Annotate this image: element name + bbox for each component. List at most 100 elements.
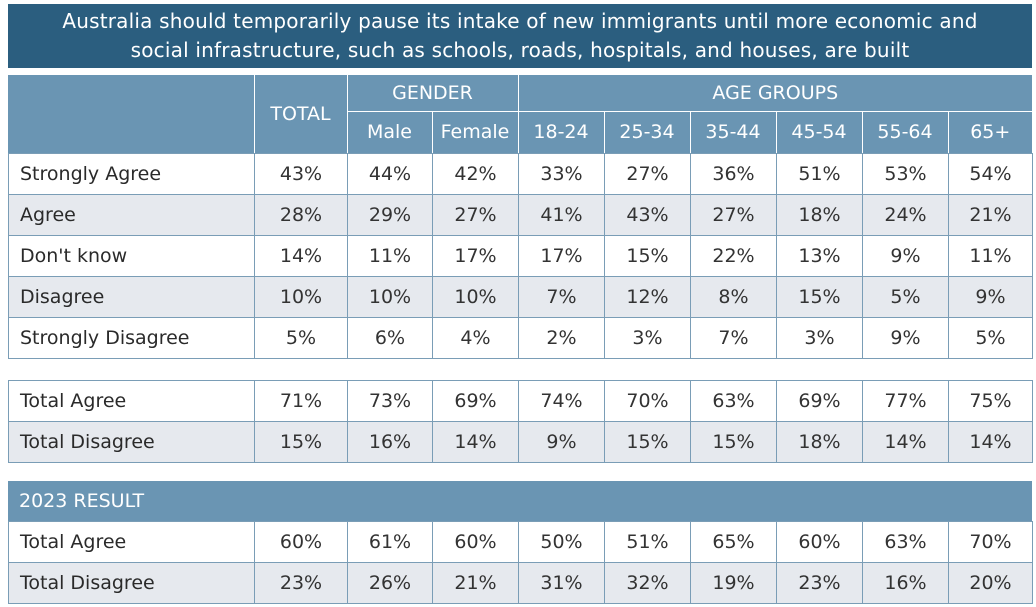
data-cell: 27% (690, 194, 777, 236)
row-label: Total Disagree (8, 421, 255, 463)
row-label: Total Agree (8, 521, 255, 563)
data-cell: 16% (347, 421, 433, 463)
header-gender: GENDER (347, 75, 519, 112)
data-cell: 3% (776, 317, 863, 359)
data-cell: 21% (948, 194, 1033, 236)
header-total: TOTAL (254, 75, 348, 153)
data-cell: 9% (948, 276, 1033, 318)
data-cell: 60% (776, 521, 863, 563)
data-cell: 10% (432, 276, 519, 318)
data-cell: 24% (862, 194, 949, 236)
data-cell: 77% (862, 380, 949, 422)
data-cell: 43% (254, 153, 348, 195)
data-cell: 18% (776, 421, 863, 463)
row-label: Total Agree (8, 380, 255, 422)
table-row: Total Disagree 23% 26% 21% 31% 32% 19% 23% 16% 20… (8, 562, 1033, 604)
data-cell: 8% (690, 276, 777, 318)
header-col: Female (432, 111, 519, 153)
row-label: Agree (8, 194, 255, 236)
row-label: Strongly Agree (8, 153, 255, 195)
data-cell: 32% (604, 562, 691, 604)
data-cell: 6% (347, 317, 433, 359)
data-cell: 10% (347, 276, 433, 318)
data-cell: 5% (948, 317, 1033, 359)
data-cell: 14% (862, 421, 949, 463)
row-label: Disagree (8, 276, 255, 318)
data-cell: 69% (776, 380, 863, 422)
data-cell: 11% (347, 235, 433, 277)
data-cell: 28% (254, 194, 348, 236)
data-cell: 27% (432, 194, 519, 236)
data-cell: 65% (690, 521, 777, 563)
header-blank (8, 75, 255, 153)
data-cell: 15% (604, 421, 691, 463)
data-cell: 36% (690, 153, 777, 195)
data-cell: 17% (432, 235, 519, 277)
data-cell: 17% (518, 235, 605, 277)
data-cell: 12% (604, 276, 691, 318)
data-cell: 71% (254, 380, 348, 422)
result-2023-table: Total Agree 60% 61% 60% 50% 51% 65% 60% 63% 70% To… (8, 521, 1033, 604)
data-cell: 23% (776, 562, 863, 604)
row-label: Don't know (8, 235, 255, 277)
header-age-groups: AGE GROUPS (518, 75, 1033, 112)
table-row: Agree 28% 29% 27% 41% 43% 27% 18% 24% 21% (8, 194, 1033, 236)
result-2023-header: 2023 RESULT (8, 481, 1032, 521)
data-cell: 73% (347, 380, 433, 422)
data-cell: 51% (776, 153, 863, 195)
chart-title: Australia should temporarily pause its i… (8, 4, 1032, 68)
header-col: Male (347, 111, 433, 153)
table-row: Don't know 14% 11% 17% 17% 15% 22% 13% 9% 11% (8, 235, 1033, 277)
data-cell: 43% (604, 194, 691, 236)
data-cell: 15% (254, 421, 348, 463)
data-cell: 51% (604, 521, 691, 563)
data-cell: 42% (432, 153, 519, 195)
data-cell: 29% (347, 194, 433, 236)
data-cell: 21% (432, 562, 519, 604)
data-cell: 19% (690, 562, 777, 604)
responses-table: Strongly Agree 43% 44% 42% 33% 27% 36% 51% 53% 54… (8, 153, 1033, 359)
data-cell: 7% (690, 317, 777, 359)
data-cell: 61% (347, 521, 433, 563)
data-cell: 7% (518, 276, 605, 318)
data-cell: 9% (862, 317, 949, 359)
header-col: 45-54 (776, 111, 863, 153)
data-cell: 5% (254, 317, 348, 359)
data-cell: 63% (862, 521, 949, 563)
table-row: Disagree 10% 10% 10% 7% 12% 8% 15% 5% 9% (8, 276, 1033, 318)
header-col: 35-44 (690, 111, 777, 153)
data-cell: 70% (604, 380, 691, 422)
data-cell: 63% (690, 380, 777, 422)
table-row: Total Agree 60% 61% 60% 50% 51% 65% 60% 63% 70% (8, 521, 1033, 563)
data-cell: 13% (776, 235, 863, 277)
data-cell: 16% (862, 562, 949, 604)
totals-table: Total Agree 71% 73% 69% 74% 70% 63% 69% 77% 75% To… (8, 380, 1033, 463)
data-cell: 60% (254, 521, 348, 563)
header-col: 25-34 (604, 111, 691, 153)
data-cell: 41% (518, 194, 605, 236)
data-cell: 11% (948, 235, 1033, 277)
data-cell: 10% (254, 276, 348, 318)
data-cell: 26% (347, 562, 433, 604)
data-cell: 44% (347, 153, 433, 195)
table-row: Strongly Disagree 5% 6% 4% 2% 3% 7% 3% 9% 5% (8, 317, 1033, 359)
header-col: 65+ (948, 111, 1033, 153)
data-cell: 15% (690, 421, 777, 463)
data-cell: 54% (948, 153, 1033, 195)
data-cell: 15% (604, 235, 691, 277)
data-cell: 14% (254, 235, 348, 277)
data-cell: 2% (518, 317, 605, 359)
row-label: Strongly Disagree (8, 317, 255, 359)
data-cell: 60% (432, 521, 519, 563)
data-cell: 74% (518, 380, 605, 422)
data-cell: 9% (862, 235, 949, 277)
data-cell: 22% (690, 235, 777, 277)
data-cell: 9% (518, 421, 605, 463)
data-cell: 4% (432, 317, 519, 359)
table-row: Total Disagree 15% 16% 14% 9% 15% 15% 18% 14% 14% (8, 421, 1033, 463)
data-cell: 75% (948, 380, 1033, 422)
data-cell: 14% (432, 421, 519, 463)
data-cell: 50% (518, 521, 605, 563)
data-cell: 33% (518, 153, 605, 195)
